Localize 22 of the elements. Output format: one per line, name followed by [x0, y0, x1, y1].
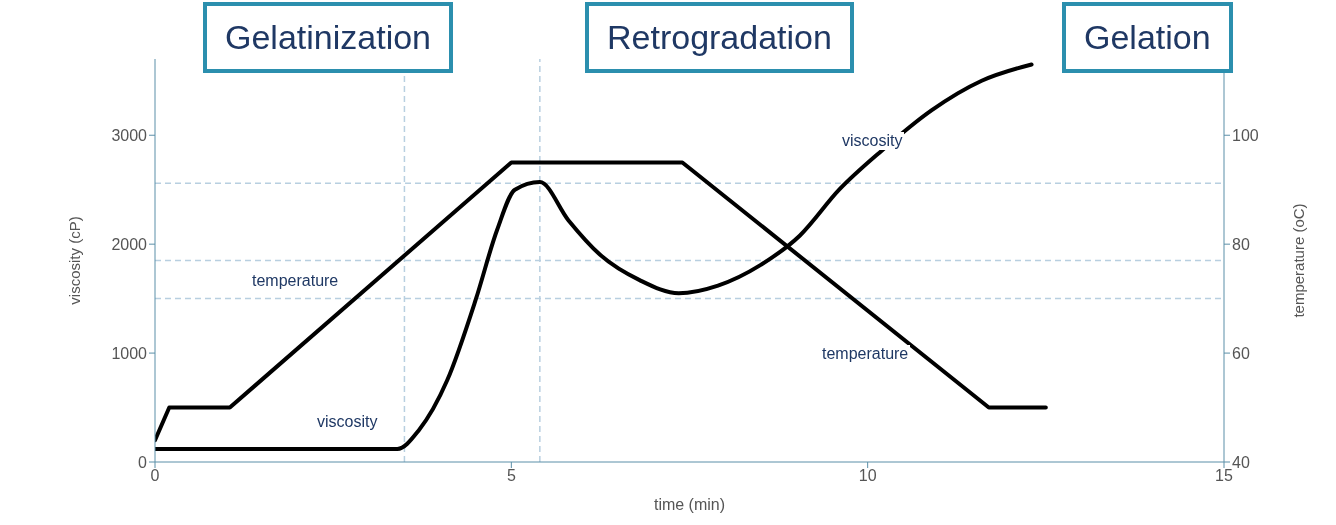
x-axis-title: time (min): [653, 496, 726, 513]
x-tick-label: 10: [858, 467, 877, 485]
annotation: temperature: [820, 345, 911, 363]
text: Gelation: [1062, 2, 1233, 73]
y-tick-label: 2000: [111, 235, 148, 253]
x-tick-label: 15: [1215, 467, 1233, 485]
y-axis-title: viscosity (cP): [66, 216, 84, 305]
y2-axis-title: temperature (oC): [1290, 203, 1308, 318]
y2-tick-label: 80: [1232, 235, 1250, 253]
text: Retrogradation: [585, 2, 854, 73]
annotation: viscosity: [840, 132, 905, 150]
y2-tick-label: 100: [1232, 126, 1259, 144]
y2-tick-label: 40: [1232, 453, 1250, 471]
y-tick-label: 0: [138, 453, 148, 471]
annotation: temperature: [250, 272, 341, 290]
y-tick-label: 3000: [111, 126, 148, 144]
x-tick-label: 0: [150, 467, 160, 485]
text: Gelatinization: [203, 2, 454, 73]
x-tick-label: 5: [506, 467, 516, 485]
y-tick-label: 1000: [111, 344, 148, 362]
y2-tick-label: 60: [1232, 344, 1250, 362]
annotation: viscosity: [315, 413, 380, 431]
